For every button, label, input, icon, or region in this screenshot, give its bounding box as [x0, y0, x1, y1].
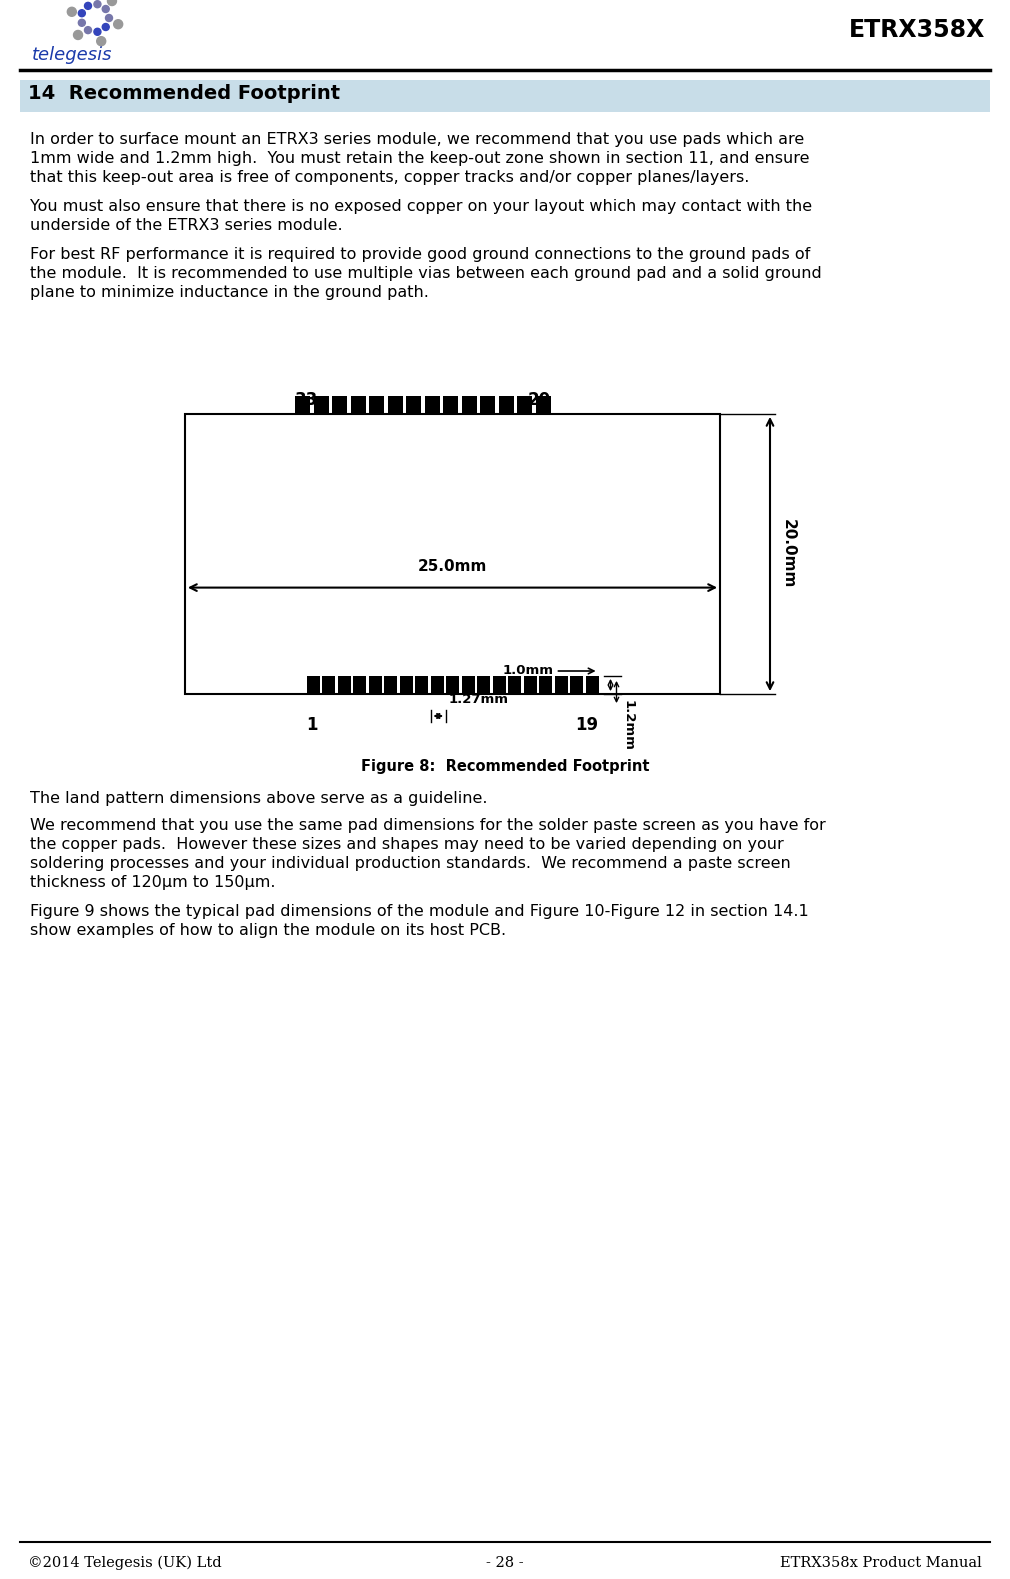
Text: - 28 -: - 28 -	[486, 1555, 524, 1570]
Bar	[570, 676, 583, 695]
Circle shape	[68, 8, 77, 16]
Bar	[400, 676, 412, 695]
Circle shape	[102, 5, 109, 13]
Text: 19: 19	[576, 715, 599, 734]
Bar	[388, 396, 403, 414]
Text: plane to minimize inductance in the ground path.: plane to minimize inductance in the grou…	[30, 284, 429, 300]
Bar	[424, 396, 439, 414]
Text: soldering processes and your individual production standards.  We recommend a pa: soldering processes and your individual …	[30, 856, 791, 872]
Bar	[554, 676, 568, 695]
Bar	[354, 676, 366, 695]
Text: We recommend that you use the same pad dimensions for the solder paste screen as: We recommend that you use the same pad d…	[30, 818, 826, 834]
Circle shape	[94, 0, 101, 8]
Bar	[350, 396, 366, 414]
Bar	[406, 396, 421, 414]
Text: 1mm wide and 1.2mm high.  You must retain the keep-out zone shown in section 11,: 1mm wide and 1.2mm high. You must retain…	[30, 152, 809, 166]
Bar	[480, 396, 495, 414]
Text: thickness of 120µm to 150µm.: thickness of 120µm to 150µm.	[30, 875, 276, 891]
Bar	[322, 676, 335, 695]
Text: The land pattern dimensions above serve as a guideline.: The land pattern dimensions above serve …	[30, 791, 488, 805]
Text: the module.  It is recommended to use multiple vias between each ground pad and : the module. It is recommended to use mul…	[30, 265, 822, 281]
Bar	[499, 396, 513, 414]
Circle shape	[94, 28, 101, 35]
Text: ©2014 Telegesis (UK) Ltd: ©2014 Telegesis (UK) Ltd	[28, 1555, 221, 1571]
Bar	[586, 676, 599, 695]
Bar	[369, 676, 382, 695]
Text: telegesis: telegesis	[31, 46, 112, 65]
Text: 1.0mm: 1.0mm	[503, 665, 553, 677]
Bar	[477, 676, 490, 695]
Bar	[443, 396, 458, 414]
Text: Figure 8:  Recommended Footprint: Figure 8: Recommended Footprint	[361, 759, 649, 774]
Bar	[517, 396, 532, 414]
Circle shape	[79, 9, 85, 17]
Circle shape	[85, 27, 92, 33]
Text: You must also ensure that there is no exposed copper on your layout which may co: You must also ensure that there is no ex…	[30, 199, 812, 215]
Text: ETRX358X: ETRX358X	[848, 17, 985, 43]
Text: underside of the ETRX3 series module.: underside of the ETRX3 series module.	[30, 218, 342, 234]
Text: show examples of how to align the module on its host PCB.: show examples of how to align the module…	[30, 924, 506, 938]
Text: Figure 9 shows the typical pad dimensions of the module and Figure 10-Figure 12 : Figure 9 shows the typical pad dimension…	[30, 905, 809, 919]
Circle shape	[79, 19, 85, 27]
Circle shape	[102, 24, 109, 30]
Text: 20.0mm: 20.0mm	[781, 519, 796, 589]
Bar	[332, 396, 347, 414]
Circle shape	[107, 0, 116, 6]
Bar	[295, 396, 310, 414]
Circle shape	[74, 30, 83, 39]
Bar	[462, 676, 475, 695]
Bar	[384, 676, 397, 695]
Bar	[185, 414, 720, 695]
Text: 1.27mm: 1.27mm	[448, 693, 508, 706]
Text: that this keep-out area is free of components, copper tracks and/or copper plane: that this keep-out area is free of compo…	[30, 171, 749, 185]
Bar	[415, 676, 428, 695]
Text: 1.2mm: 1.2mm	[621, 699, 634, 752]
Bar	[313, 396, 328, 414]
Circle shape	[85, 3, 92, 9]
Text: 1: 1	[306, 715, 318, 734]
Bar	[430, 676, 443, 695]
Bar	[369, 396, 384, 414]
Bar	[306, 676, 319, 695]
Bar	[539, 676, 552, 695]
Bar	[523, 676, 536, 695]
Circle shape	[97, 36, 106, 46]
Text: In order to surface mount an ETRX3 series module, we recommend that you use pads: In order to surface mount an ETRX3 serie…	[30, 133, 804, 147]
Text: the copper pads.  However these sizes and shapes may need to be varied depending: the copper pads. However these sizes and…	[30, 837, 784, 853]
Bar	[462, 396, 477, 414]
Text: 20: 20	[527, 392, 550, 409]
Bar	[535, 396, 550, 414]
Text: For best RF performance it is required to provide good ground connections to the: For best RF performance it is required t…	[30, 246, 810, 262]
Text: 33: 33	[295, 392, 318, 409]
Bar	[446, 676, 459, 695]
Text: 25.0mm: 25.0mm	[418, 559, 487, 573]
Bar	[493, 676, 505, 695]
Bar	[508, 676, 521, 695]
Text: ETRX358x Product Manual: ETRX358x Product Manual	[781, 1555, 982, 1570]
Bar	[20, 81, 990, 112]
Circle shape	[105, 14, 112, 22]
Circle shape	[114, 19, 122, 28]
Text: 14  Recommended Footprint: 14 Recommended Footprint	[28, 84, 340, 103]
Bar	[337, 676, 350, 695]
